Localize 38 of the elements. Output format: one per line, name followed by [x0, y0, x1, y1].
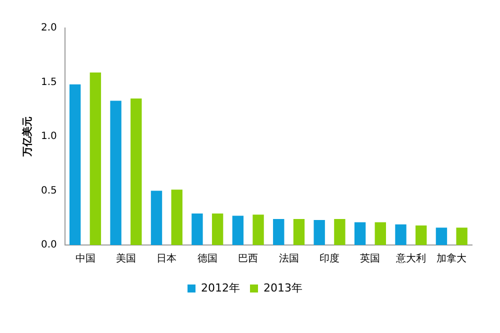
bar	[436, 228, 448, 245]
x-tick-label: 德国	[197, 254, 218, 265]
bar	[110, 100, 122, 245]
bar	[416, 225, 427, 245]
legend-label: 2012年	[201, 281, 240, 294]
bar	[314, 220, 325, 245]
bar	[192, 214, 203, 245]
x-tick-label: 意大利	[394, 252, 426, 265]
bar	[293, 218, 305, 245]
bar	[374, 222, 386, 245]
y-tick-label: 0.0	[40, 240, 57, 251]
bar	[212, 214, 224, 245]
x-tick-label: 巴西	[238, 254, 258, 265]
bar	[252, 214, 264, 245]
x-tick-label: 加拿大	[436, 252, 467, 265]
legend-label: 2013年	[264, 281, 302, 294]
x-tick-label: 美国	[116, 252, 136, 265]
bar	[456, 228, 468, 245]
bar	[334, 218, 346, 245]
bar	[150, 190, 162, 245]
x-tick-label: 中国	[75, 252, 96, 265]
bar	[273, 218, 284, 245]
y-tick-label: 2.0	[40, 22, 57, 34]
bar	[232, 216, 244, 245]
y-tick-label: 0.5	[40, 185, 57, 196]
bar	[395, 224, 406, 245]
bar	[90, 72, 102, 245]
y-axis-title: 万亿美元	[22, 116, 34, 158]
x-tick-label: 英国	[360, 252, 380, 265]
y-tick-label: 1.0	[40, 131, 57, 142]
x-tick-label: 印度	[320, 252, 340, 265]
bar	[171, 190, 182, 245]
y-tick-label: 1.5	[40, 76, 57, 88]
x-tick-label: 日本	[156, 252, 177, 265]
bar	[354, 222, 366, 245]
bar	[69, 84, 81, 245]
bar	[130, 98, 142, 245]
x-tick-label: 法国	[278, 252, 299, 265]
